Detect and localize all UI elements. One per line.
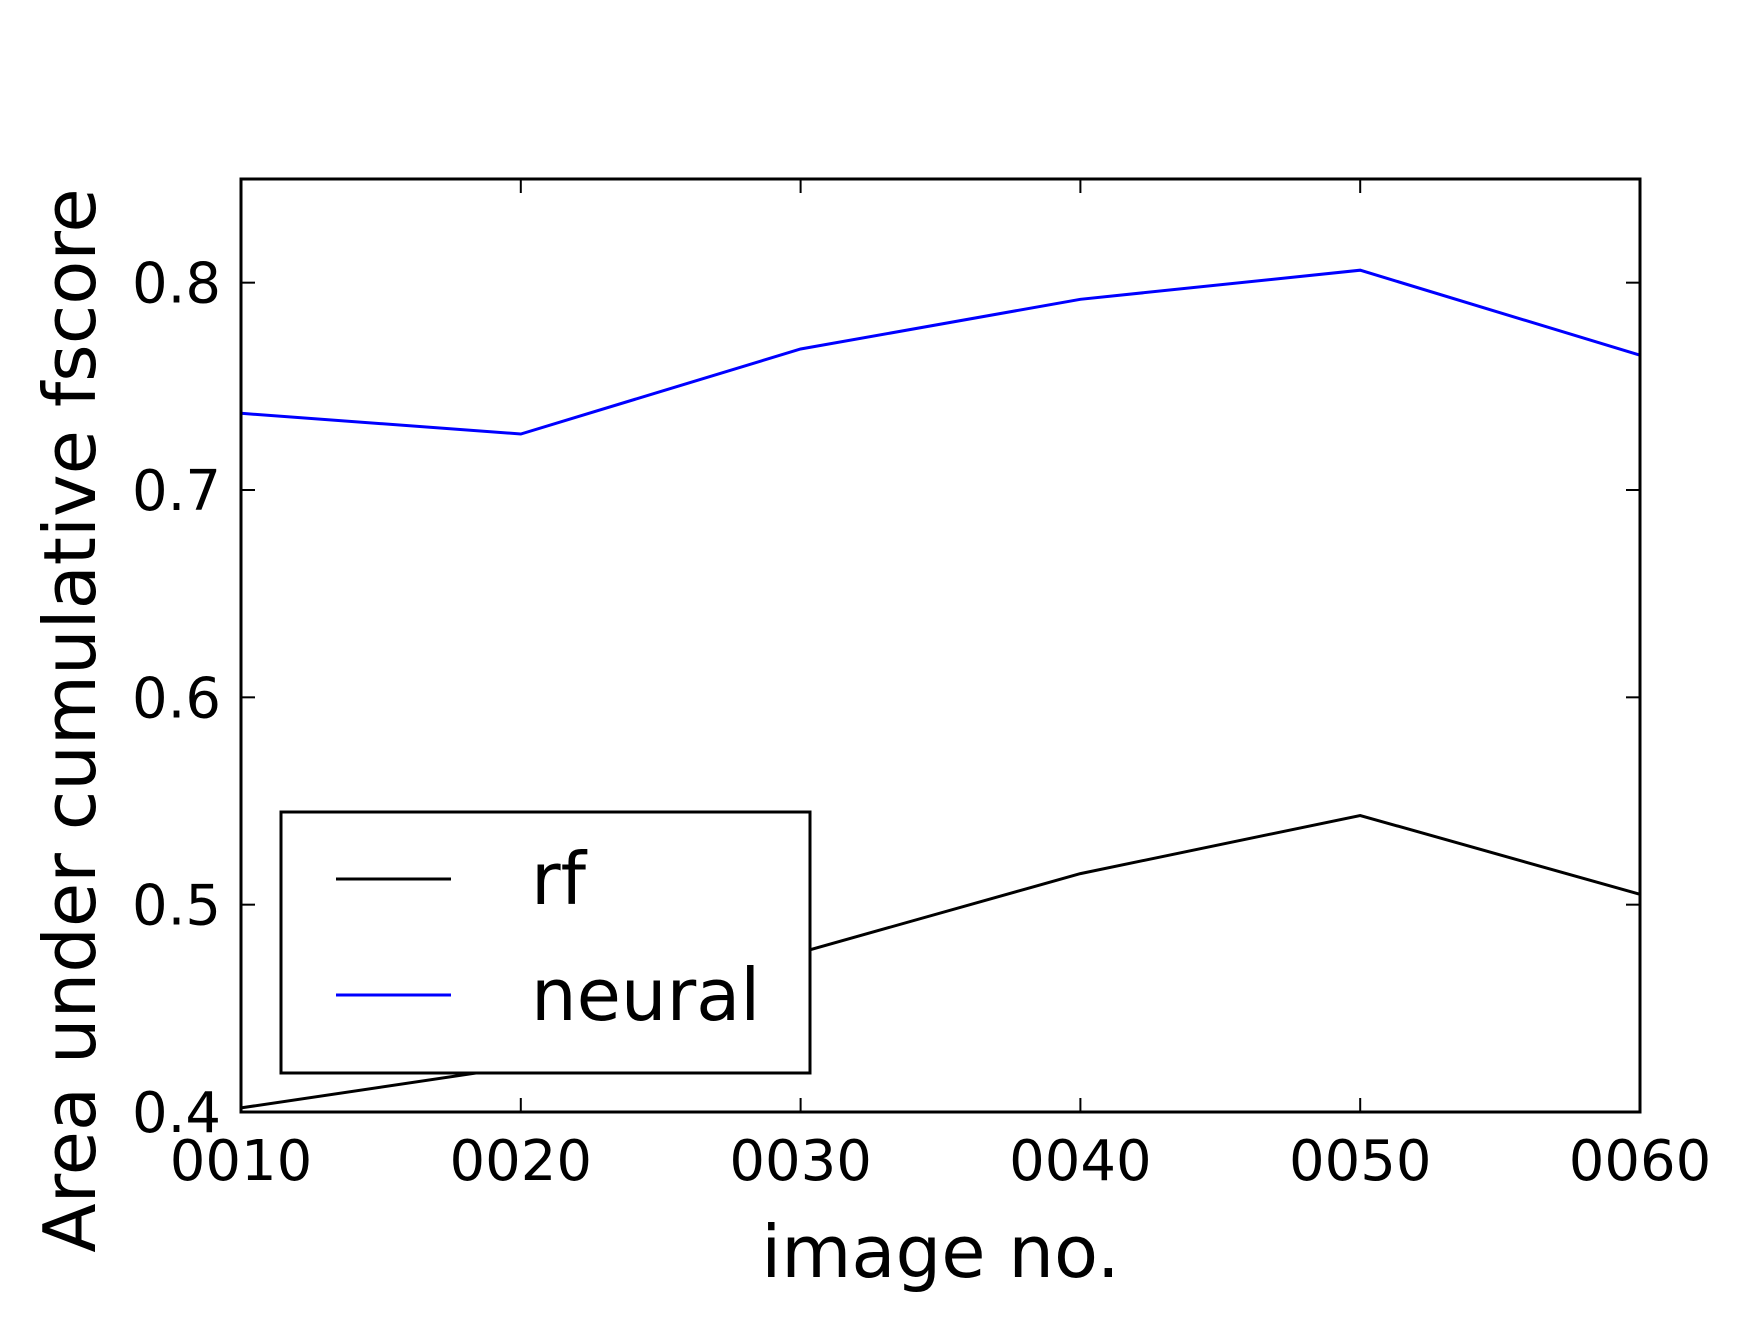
x-tick-label: 0060	[1569, 1129, 1712, 1194]
legend-label-neural: neural	[531, 953, 760, 1037]
x-tick-label: 0040	[1009, 1129, 1152, 1194]
legend-box	[279, 810, 812, 1075]
x-tick-label: 0030	[729, 1129, 872, 1194]
legend: rf neural	[279, 810, 812, 1075]
tick-labels-layer: 0010 0020 0030 0040 0050 0060 0.4 0.5 0.6 0.7 0.8	[132, 252, 1711, 1194]
y-tick-label: 0.4	[132, 1081, 221, 1146]
y-tick-label: 0.7	[132, 459, 221, 524]
series-line-neural	[240, 268, 1641, 436]
x-axis-label: image no.	[761, 1210, 1119, 1294]
legend-label-rf: rf	[531, 837, 588, 921]
x-tick-label: 0010	[170, 1129, 313, 1194]
y-axis-label: Area under cumulative fscore	[28, 188, 112, 1252]
y-tick-label: 0.6	[132, 666, 221, 731]
x-tick-label: 0020	[450, 1129, 593, 1194]
y-tick-label: 0.5	[132, 874, 221, 939]
y-tick-label: 0.8	[132, 252, 221, 317]
x-tick-label: 0050	[1289, 1129, 1432, 1194]
plot-frame	[239, 177, 1642, 1114]
